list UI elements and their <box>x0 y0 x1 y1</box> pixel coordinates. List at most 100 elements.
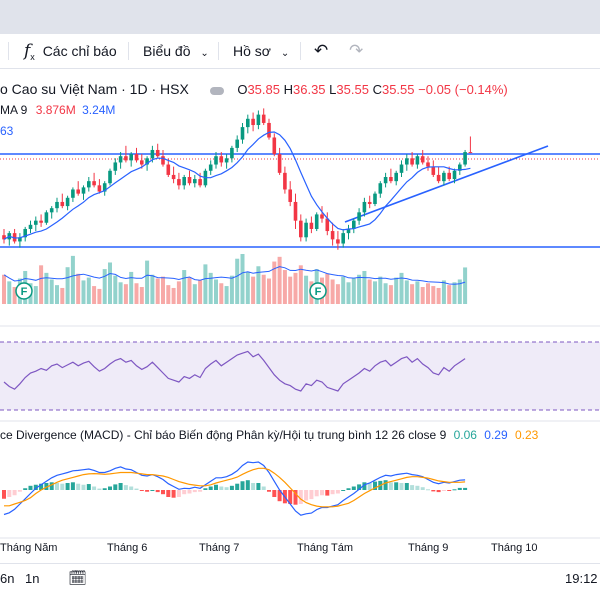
volume-bar <box>447 285 452 304</box>
clock-time: 19:12 <box>565 571 598 586</box>
macd-histogram-bar <box>351 486 356 490</box>
volume-bar <box>76 273 81 304</box>
candle-body <box>410 158 414 165</box>
profile-menu-button[interactable]: Hồ sơ ⌄ <box>233 34 289 68</box>
macd-histogram-bar <box>304 490 309 501</box>
candle-body <box>420 156 425 163</box>
macd-histogram-bar <box>272 490 277 497</box>
trend-line[interactable] <box>344 145 549 223</box>
macd-histogram-bar <box>145 490 150 492</box>
undo-icon[interactable]: ↶ <box>314 41 329 60</box>
bottom-toolbar: 6n 1n 🗓 19:12 <box>0 563 600 601</box>
volume-bar <box>123 284 128 304</box>
volume-bar <box>293 272 298 304</box>
candle-body <box>140 160 144 165</box>
volume-bar <box>378 276 383 304</box>
volume-bar <box>145 260 150 304</box>
volume-bar <box>39 265 44 304</box>
macd-histogram-bar <box>49 482 54 490</box>
volume-bar <box>362 270 367 304</box>
chart-menu-button[interactable]: Biểu đồ ⌄ <box>143 34 209 68</box>
volume-bar <box>267 278 271 304</box>
calendar-icon[interactable]: 🗓 <box>68 570 88 587</box>
volume-bar <box>2 274 6 304</box>
candle-body <box>389 177 393 182</box>
macd-histogram-bar <box>182 490 187 495</box>
volume-bar <box>129 271 134 304</box>
legend-toggle[interactable] <box>210 86 225 95</box>
volume-bar <box>118 282 123 304</box>
macd-signal-line <box>4 467 466 508</box>
macd-histogram-bar <box>65 483 70 490</box>
volume-bar <box>373 281 377 304</box>
macd-histogram-bar <box>155 490 160 493</box>
range-1-year-button[interactable]: 1n <box>25 571 40 586</box>
macd-histogram-bar <box>357 484 362 490</box>
macd-histogram-bar <box>7 490 12 497</box>
macd-histogram-bar <box>81 484 86 490</box>
volume-bar <box>134 283 139 304</box>
volume-bar <box>415 281 420 304</box>
candle-body <box>177 179 181 186</box>
candle-body <box>224 158 229 163</box>
candle-body <box>44 212 49 223</box>
candle-body <box>336 239 340 244</box>
volume-bar <box>288 276 293 304</box>
candle-body <box>405 158 409 165</box>
volume-bar <box>150 274 155 304</box>
macd-histogram-bar <box>383 480 388 490</box>
macd-histogram-bar <box>410 485 415 490</box>
candle-body <box>399 164 404 173</box>
macd-histogram-bar <box>394 482 399 490</box>
macd-histogram-bar <box>404 483 409 490</box>
time-axis-label: Tháng 6 <box>107 542 148 554</box>
close-value: 35.55 <box>381 82 415 97</box>
macd-histogram-bar <box>44 483 49 490</box>
time-axis-label: Tháng Năm <box>0 542 58 554</box>
candle-body <box>246 118 250 128</box>
redo-icon[interactable]: ↷ <box>349 41 364 60</box>
macd-histogram-bar <box>171 490 176 498</box>
candle-body <box>124 156 128 161</box>
indicators-button[interactable]: fx Các chỉ báo <box>24 41 117 62</box>
time-axis-label: Tháng Tám <box>297 542 354 554</box>
symbol-title[interactable]: o Cao su Việt Nam · 1D · HSX <box>0 81 189 97</box>
macd-histogram-bar <box>298 490 303 504</box>
candle-body <box>97 185 102 192</box>
candle-body <box>431 166 436 175</box>
high-value: 36.35 <box>293 82 326 97</box>
rsi-band <box>0 342 600 410</box>
candle-body <box>352 220 356 229</box>
rsi-indicator <box>3 350 466 392</box>
macd-histogram-bar <box>161 490 165 495</box>
macd-histogram-bar <box>219 486 224 490</box>
macd-histogram-bar <box>2 490 6 499</box>
candle-body <box>267 122 271 138</box>
earnings-marker-2[interactable]: F <box>309 282 327 300</box>
volume-bar <box>176 281 181 304</box>
volume-bar <box>224 286 229 304</box>
range-6-months-button[interactable]: 6n <box>0 571 15 586</box>
candle-body <box>92 181 96 186</box>
volume-bar <box>60 287 65 304</box>
volume-bar <box>44 272 49 304</box>
macd-histogram-bar <box>214 484 218 490</box>
macd-title: ce Divergence (MACD) - Chỉ báo Biến động… <box>0 428 447 442</box>
candle-body <box>87 181 91 188</box>
change-value: −0.05 (−0.14%) <box>418 82 508 97</box>
toolbar-separator <box>218 42 219 60</box>
volume-bar <box>139 287 144 304</box>
candles <box>2 108 473 250</box>
candle-body <box>145 158 149 165</box>
earnings-marker-label: F <box>21 286 28 298</box>
macd-histogram-bar <box>463 487 468 490</box>
volume-ma-line <box>3 266 466 285</box>
macd-hist-value: 0.06 <box>453 428 477 442</box>
macd-histogram-bar <box>150 490 155 491</box>
candle-body <box>452 170 457 180</box>
fx-icon: f <box>24 41 31 61</box>
earnings-marker-1[interactable]: F <box>15 282 33 300</box>
macd-histogram-bar <box>86 484 91 490</box>
macd-histogram-bar <box>251 483 256 490</box>
